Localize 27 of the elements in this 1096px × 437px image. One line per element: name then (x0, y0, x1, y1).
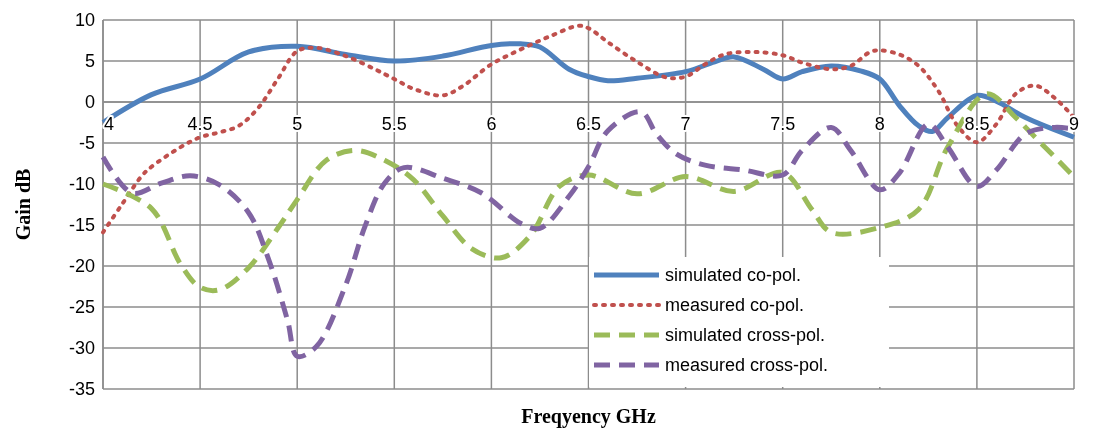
y-tick-label: 5 (84, 51, 95, 72)
x-tick-label: 8.5 (964, 114, 990, 134)
legend-label: measured co-pol. (665, 295, 805, 316)
y-tick-label: -10 (68, 174, 95, 195)
x-tick-label: 8 (874, 114, 885, 134)
line-series (101, 23, 1076, 235)
legend-label: simulated co-pol. (665, 265, 802, 286)
y-tick-label: -5 (78, 133, 95, 154)
x-tick-label: 9 (1068, 114, 1080, 134)
y-tick-label: -15 (68, 215, 95, 236)
y-tick-label: 0 (84, 92, 95, 113)
x-tick-label: 5 (292, 114, 303, 134)
x-axis-title: Freqyency GHz (521, 405, 656, 428)
legend-label: measured cross-pol. (665, 355, 829, 376)
y-tick-label: 10 (74, 10, 95, 31)
y-tick-label: -30 (68, 338, 95, 359)
x-tick-label: 5.5 (381, 114, 407, 134)
x-tick-label: 7.5 (770, 114, 796, 134)
y-axis-title: Gain dB (12, 168, 34, 241)
y-tick-label: -35 (68, 379, 95, 400)
y-tick-label: -20 (68, 256, 95, 277)
x-tick-label: 7 (680, 114, 691, 134)
legend-label: simulated cross-pol. (665, 325, 826, 346)
x-tick-label: 6.5 (575, 114, 602, 134)
x-tick-label: 4.5 (187, 114, 213, 134)
x-tick-label: 6 (486, 114, 497, 134)
y-tick-label: -25 (68, 297, 95, 318)
